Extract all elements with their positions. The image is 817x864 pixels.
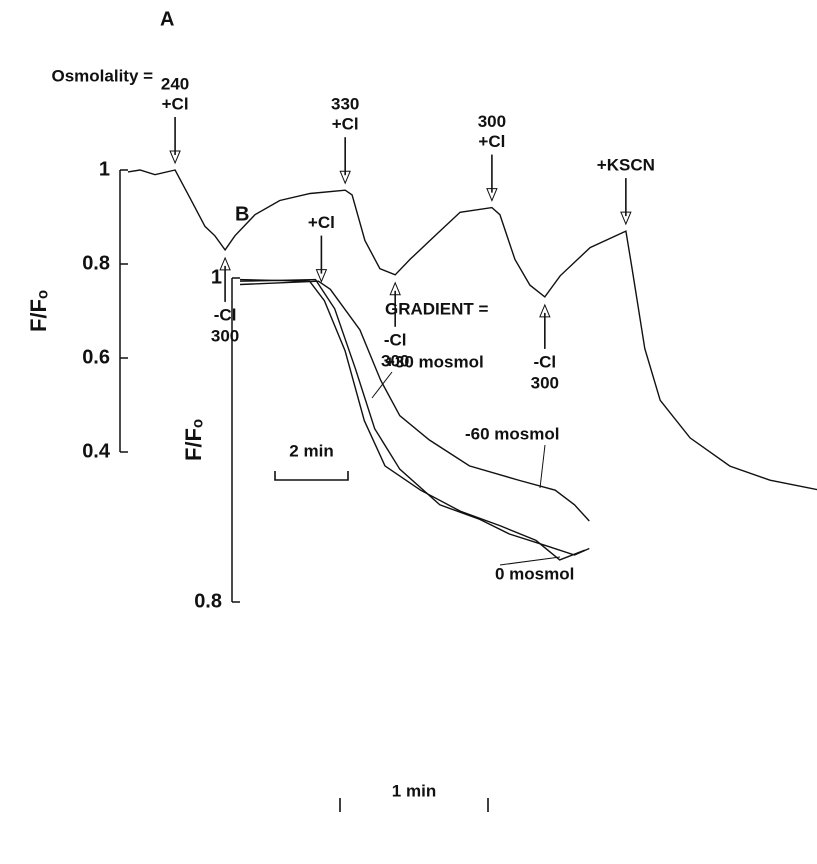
series-label: -60 mosmol: [465, 424, 559, 443]
annotation-text: +KSCN: [597, 156, 655, 175]
annotation-text: 300: [381, 351, 409, 370]
annotation-text: 300: [211, 326, 239, 345]
arrow-head: [339, 170, 351, 185]
scale-bar: [339, 798, 489, 812]
arrow-head: [219, 256, 231, 271]
annotation-text: +Cl: [478, 132, 505, 151]
annotation-text: 300: [531, 373, 559, 392]
annotation-text: +Cl: [332, 115, 359, 134]
annotation-text: -Cl: [384, 330, 407, 349]
arrow-head: [486, 188, 498, 202]
scale-bar: [274, 471, 349, 481]
y-tick-label: 0.8: [82, 252, 110, 274]
annotation-text: 330: [331, 95, 359, 114]
arrow-head: [315, 269, 328, 283]
legend-title: GRADIENT =: [385, 299, 489, 318]
trace: [239, 278, 586, 561]
annotation-prefix: Osmolality =: [52, 66, 154, 85]
arrow-head: [389, 281, 401, 296]
scale-bar-label: 2 min: [289, 441, 333, 460]
trace: [239, 278, 590, 556]
leader-line: [371, 371, 393, 399]
trace: [239, 280, 590, 522]
trace: [127, 169, 817, 491]
scale-bar-label: 1 min: [392, 781, 436, 800]
annotation-text: -Cl: [214, 305, 237, 324]
y-tick-label: 0.4: [82, 440, 111, 462]
arrow-head: [169, 150, 181, 165]
y-tick-label: 0.6: [82, 346, 110, 368]
leader-line: [539, 444, 546, 489]
annotation-text: 300: [478, 112, 506, 131]
annotation-text: 240: [161, 74, 189, 93]
arrow-head: [539, 303, 551, 318]
series-label: +30 mosmol: [385, 352, 484, 371]
y-tick-label: 1: [211, 266, 222, 288]
annotation-text: +Cl: [162, 94, 189, 113]
y-tick-label: 1: [99, 158, 110, 180]
y-axis-label: F/Fₒ: [26, 290, 51, 332]
arrow-head: [620, 211, 632, 226]
y-tick-label: 0.8: [194, 590, 222, 612]
y-axis-label: F/Fₒ: [181, 419, 206, 461]
annotation-text: -Cl: [533, 352, 556, 371]
series-label: 0 mosmol: [495, 564, 574, 583]
annotation-text: +Cl: [308, 213, 335, 232]
panel-title: B: [235, 203, 249, 225]
leader-line: [499, 556, 561, 566]
panel-title: A: [160, 8, 174, 30]
